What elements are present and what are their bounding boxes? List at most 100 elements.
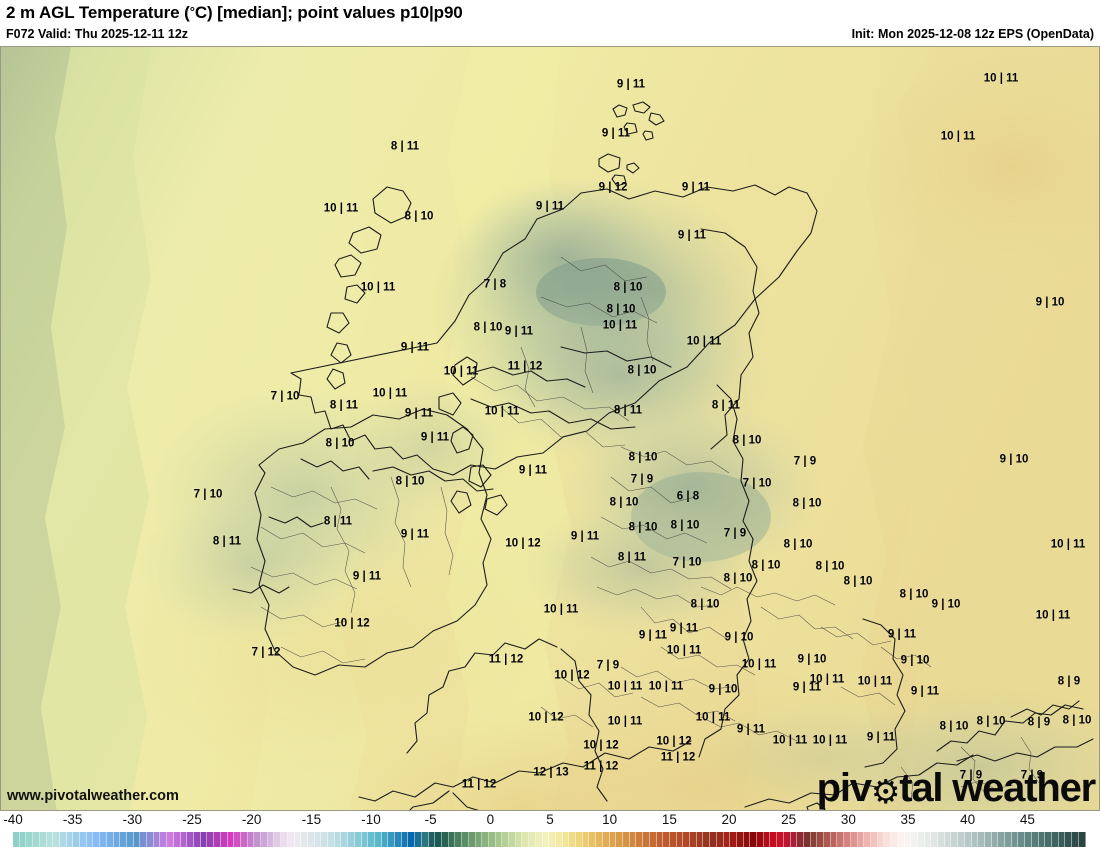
point-value: 9 | 11 — [736, 723, 766, 736]
point-value: 8 | 10 — [628, 451, 658, 464]
colorbar-segment — [696, 832, 704, 847]
point-value: 10 | 11 — [372, 387, 408, 400]
colorbar-segment — [381, 832, 389, 847]
colorbar-segment — [1031, 832, 1039, 847]
colorbar-segment — [147, 832, 154, 847]
point-value: 10 | 11 — [686, 335, 722, 348]
colorbar-segment — [187, 832, 194, 847]
colorbar-ticks: -40 -35 -30 -25 -20 -15 -10 -5 0 5 10 15 20 25 30 35 40 4… — [0, 811, 1100, 831]
colorbar-segment — [850, 832, 858, 847]
colorbar-segment — [817, 832, 825, 847]
colorbar-segment — [757, 832, 764, 847]
colorbar-segment — [214, 832, 221, 847]
colorbar-segment — [307, 832, 315, 847]
colorbar-segment — [140, 832, 148, 847]
colorbar-segment — [153, 832, 161, 847]
colorbar-segment — [455, 832, 463, 847]
map-graphic — [1, 47, 1099, 810]
colorbar-segment — [113, 832, 121, 847]
point-value: 7 | 10 — [270, 390, 300, 403]
colorbar-segment — [354, 832, 362, 847]
colorbar-segment — [958, 832, 965, 847]
colorbar-segment — [1018, 832, 1026, 847]
colorbar-segment — [917, 832, 925, 847]
colorbar-segment — [864, 832, 871, 847]
point-value: 10 | 11 — [607, 715, 643, 728]
point-value: 9 | 11 — [910, 685, 940, 698]
point-value: 9 | 11 — [792, 681, 822, 694]
degree-symbol: ° — [189, 4, 195, 19]
point-value: 9 | 11 — [400, 341, 430, 354]
point-value: 9 | 10 — [797, 653, 827, 666]
point-value: 8 | 10 — [783, 538, 813, 551]
colorbar-segment — [193, 832, 201, 847]
site-credit: www.pivotalweather.com — [7, 788, 179, 804]
colorbar-segment — [281, 832, 288, 847]
colorbar-segment — [247, 832, 255, 847]
point-value: 9 | 11 — [518, 464, 548, 477]
colorbar-segment — [978, 832, 985, 847]
point-value: 10 | 11 — [1035, 609, 1071, 622]
colorbar-segment — [73, 832, 81, 847]
point-value: 10 | 11 — [323, 202, 359, 215]
point-value: 8 | 10 — [325, 437, 355, 450]
point-value: 10 | 11 — [602, 319, 638, 332]
colorbar-segment — [964, 832, 972, 847]
point-value: 9 | 10 — [708, 683, 738, 696]
point-value: 9 | 11 — [404, 407, 434, 420]
point-value: 8 | 10 — [751, 559, 781, 572]
point-value: 7 | 9 — [723, 527, 747, 540]
colorbar-segment — [1051, 832, 1059, 847]
colorbar-segment — [824, 832, 831, 847]
colorbar-segment — [180, 832, 188, 847]
point-value: 8 | 11 — [711, 399, 741, 412]
colorbar-segment — [991, 832, 999, 847]
point-value: 10 | 11 — [666, 644, 702, 657]
logo-post: tal weather — [899, 766, 1096, 810]
colorbar-segment — [348, 832, 355, 847]
colorbar-segment — [287, 832, 295, 847]
colorbar-gradient[interactable] — [13, 832, 1087, 847]
colorbar-segment — [777, 832, 784, 847]
map-canvas[interactable]: 9 | 11 9 | 11 10 | 11 10 | 11 8 | 11 10 | 11 8… — [0, 46, 1100, 811]
point-value: 8 | 10 — [627, 364, 657, 377]
colorbar-segment — [294, 832, 302, 847]
colorbar-segment — [535, 832, 543, 847]
colorbar-segment — [502, 832, 510, 847]
colorbar-segment — [59, 832, 67, 847]
colorbar-segment — [321, 832, 329, 847]
point-value: 10 | 11 — [443, 365, 479, 378]
point-value: 9 | 11 — [601, 127, 631, 140]
colorbar-segment — [837, 832, 845, 847]
point-value: 8 | 10 — [815, 560, 845, 573]
colorbar-segment — [770, 832, 778, 847]
point-value: 8 | 11 — [212, 535, 242, 548]
point-value: 12 | 13 — [533, 766, 569, 779]
colorbar-segment — [663, 832, 670, 847]
colorbar-segment — [576, 832, 583, 847]
point-value: 8 | 10 — [670, 519, 700, 532]
colorbar-segment — [904, 832, 912, 847]
colorbar-segment — [763, 832, 771, 847]
colorbar-segment — [676, 832, 684, 847]
colorbar-segment — [254, 832, 262, 847]
colorbar-segment — [462, 832, 469, 847]
colorbar-segment — [555, 832, 563, 847]
colorbar-segment — [26, 832, 34, 847]
colorbar-segment — [106, 832, 114, 847]
point-value: 8 | 10 — [606, 303, 636, 316]
colorbar-segment — [971, 832, 979, 847]
point-value: 10 | 12 — [528, 711, 564, 724]
colorbar-segment — [616, 832, 623, 847]
point-value: 10 | 12 — [334, 617, 370, 630]
colorbar-tick-label: 40 — [960, 812, 976, 827]
valid-time-label: F072 Valid: Thu 2025-12-11 12z — [6, 27, 189, 41]
page-title: 2 m AGL Temperature (°C) [median]; point… — [6, 3, 463, 23]
colorbar-segment — [622, 832, 630, 847]
colorbar-segment — [951, 832, 959, 847]
colorbar-segment — [643, 832, 650, 847]
point-value: 8 | 10 — [732, 434, 762, 447]
point-value: 9 | 11 — [681, 181, 711, 194]
point-value: 6 | 8 — [676, 490, 700, 503]
colorbar-segment — [200, 832, 208, 847]
